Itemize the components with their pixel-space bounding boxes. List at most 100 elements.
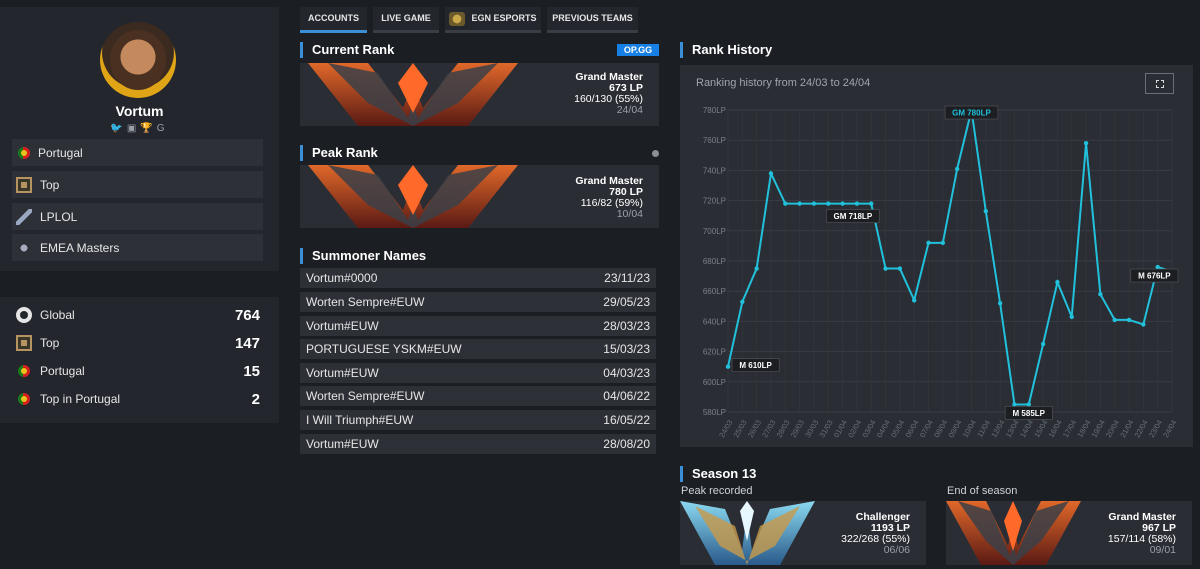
summoner-name: I Will Triumph#EUW [306,413,414,427]
annotation-box [1004,406,1053,420]
data-point [768,171,774,176]
x-tick-label: 01/04 [832,418,849,439]
grandmaster-emblem-icon [308,63,518,126]
ranking-label: Top in Portugal [40,392,121,406]
fullscreen-button[interactable] [1145,73,1174,94]
ranking-value: 147 [234,334,260,352]
tab-egn-esports[interactable]: EGN ESPORTS [445,7,541,33]
data-point [725,364,731,369]
ranking-top: Top 147 [16,333,260,353]
y-tick-label: 760LP [703,136,726,145]
x-tick-label: 13/04 [1004,418,1021,439]
data-point [1083,141,1089,146]
rank-record: 322/268 (55%) [841,533,910,545]
tab-live-game[interactable]: LIVE GAME [373,7,439,33]
list-item: Vortum#EUW 28/08/20 [300,434,656,454]
challenger-emblem-icon [680,501,815,565]
rank-record: 116/82 (59%) [580,197,643,209]
data-point [897,266,903,271]
rank-record: 160/130 (55%) [574,93,643,105]
rank-tier: Challenger [855,511,910,523]
x-tick-label: 08/04 [932,418,949,439]
data-point [1112,317,1117,323]
y-tick-label: 620LP [703,348,726,357]
tab-accounts[interactable]: ACCOUNTS [300,7,367,33]
info-tournament[interactable]: EMEA Masters [12,234,263,261]
summoner-name: Vortum#EUW [306,366,379,380]
player-name: Vortum [115,103,164,119]
x-tick-label: 26/03 [746,418,763,439]
twitch-icon[interactable]: ▣ [126,123,141,134]
twitter-icon[interactable]: 🐦 [110,123,127,134]
x-tick-label: 12/04 [989,418,1006,439]
annotation-label: GM 718LP [833,212,872,221]
info-country[interactable]: Portugal [12,139,263,166]
tab-label: LIVE GAME [381,13,431,23]
info-icon[interactable] [652,150,659,157]
y-tick-label: 660LP [703,287,726,296]
list-item: PORTUGUESE YSKM#EUW 15/03/23 [300,339,656,359]
data-point [811,201,817,206]
current-rank-details: Grand Master 673 LP 160/130 (55%) 24/04 [574,72,643,116]
data-point [840,201,845,206]
rank-tier: Grand Master [575,71,643,83]
data-point [1055,279,1060,285]
annotation-box [944,105,999,120]
info-league[interactable]: LPLOL [12,203,263,230]
ranking-label: Portugal [40,364,85,378]
gg-icon[interactable]: G [156,123,169,134]
x-tick-label: 29/03 [789,418,806,439]
rank-tier: Grand Master [1108,511,1176,523]
x-tick-label: 21/04 [1118,418,1135,439]
x-tick-label: 03/04 [860,418,877,439]
opgg-link[interactable]: OP.GG [617,44,659,56]
y-tick-label: 720LP [703,197,726,206]
rank-lp: 1193 LP [870,522,910,534]
summoner-name: Vortum#0000 [306,271,378,285]
end-of-season-label: End of season [947,485,1018,497]
x-tick-label: 16/04 [1047,418,1064,439]
info-label: Portugal [38,145,83,160]
data-point [1141,322,1146,327]
info-role[interactable]: Top [12,171,263,198]
x-tick-label: 09/04 [946,418,963,439]
summoner-name: Worten Sempre#EUW [306,389,425,403]
x-tick-label: 07/04 [918,418,935,439]
trophy-icon[interactable]: 🏆 [140,123,157,134]
x-tick-label: 15/04 [1032,418,1049,439]
ranking-value: 764 [234,306,260,324]
rank-date: 09/01 [1149,544,1176,556]
data-point [740,299,745,304]
annotation-label: GM 780LP [952,109,991,118]
list-item: Vortum#EUW 28/03/23 [300,316,656,336]
summoner-names-heading: Summoner Names [300,248,426,264]
rank-history-heading: Rank History [680,42,772,58]
summoner-date: 15/03/23 [603,342,650,356]
x-tick-label: 24/04 [1161,418,1178,439]
grandmaster-emblem-icon [308,165,518,228]
info-label: LPLOL [40,209,78,224]
annotation-label: M 585LP [1013,409,1046,418]
portugal-flag-icon [18,365,30,377]
current-rank-heading: Current Rank [300,42,394,58]
avatar [100,22,176,98]
peak-rank-heading: Peak Rank [300,145,378,161]
rank-history-chart: Ranking history from 24/03 to 24/04 580L… [680,65,1193,447]
data-point [883,266,888,271]
list-item: Vortum#EUW 04/03/23 [300,363,656,383]
x-tick-label: 04/04 [875,418,892,439]
data-point [926,240,931,246]
summoner-name: Vortum#EUW [306,437,379,451]
y-tick-label: 700LP [703,227,726,236]
summoner-date: 28/03/23 [603,319,650,333]
rank-lp: 967 LP [1142,522,1176,534]
rank-tier: Grand Master [575,175,643,187]
y-tick-label: 780LP [703,106,726,115]
top-lane-icon [16,176,32,193]
data-point [826,201,831,206]
season-end-card: Grand Master 967 LP 157/114 (58%) 09/01 [946,501,1192,565]
data-point [1126,317,1132,323]
data-point [754,266,759,271]
info-label: EMEA Masters [40,240,120,255]
tab-previous-teams[interactable]: PREVIOUS TEAMS [547,7,638,33]
